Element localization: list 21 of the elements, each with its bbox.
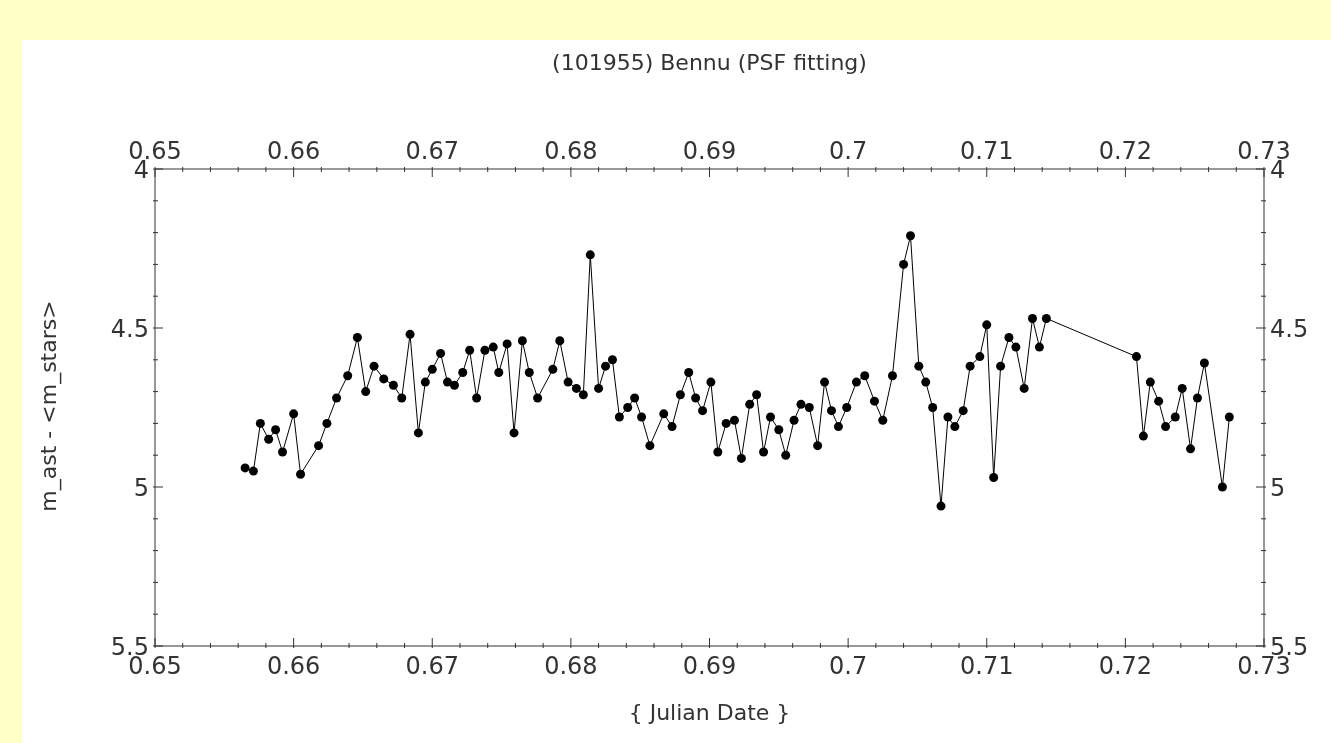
x-tick-label: 0.72: [1098, 137, 1153, 165]
y-tick-label: 5: [133, 474, 149, 502]
x2-tick-label: 0.71: [960, 652, 1014, 680]
x-tick-label: 0.67: [405, 137, 459, 165]
x2-tick-label: 0.66: [266, 652, 321, 680]
chart-title: (101955) Bennu (PSF fitting): [551, 50, 868, 75]
y2-tick-label: 5: [1270, 474, 1286, 502]
x2-tick-label: 0.72: [1098, 652, 1153, 680]
x-tick-label: 0.68: [544, 137, 598, 165]
x2-tick-label: 0.69: [682, 652, 737, 680]
x2-tick-label: 0.68: [544, 652, 598, 680]
y-axis-title: m_ast - <m_stars>: [35, 300, 61, 512]
x-tick-label: 0.71: [960, 137, 1014, 165]
x-tick-label: 0.66: [266, 137, 321, 165]
x2-tick-label: 0.7: [829, 652, 868, 680]
x-axis-title: { Julian Date }: [627, 700, 792, 725]
x2-tick-label: 0.67: [405, 652, 459, 680]
y2-tick-label: 4.5: [1270, 315, 1309, 343]
x-tick-label: 0.69: [682, 137, 737, 165]
x-tick-label: 0.7: [829, 137, 868, 165]
y-tick-label: 4.5: [110, 315, 149, 343]
